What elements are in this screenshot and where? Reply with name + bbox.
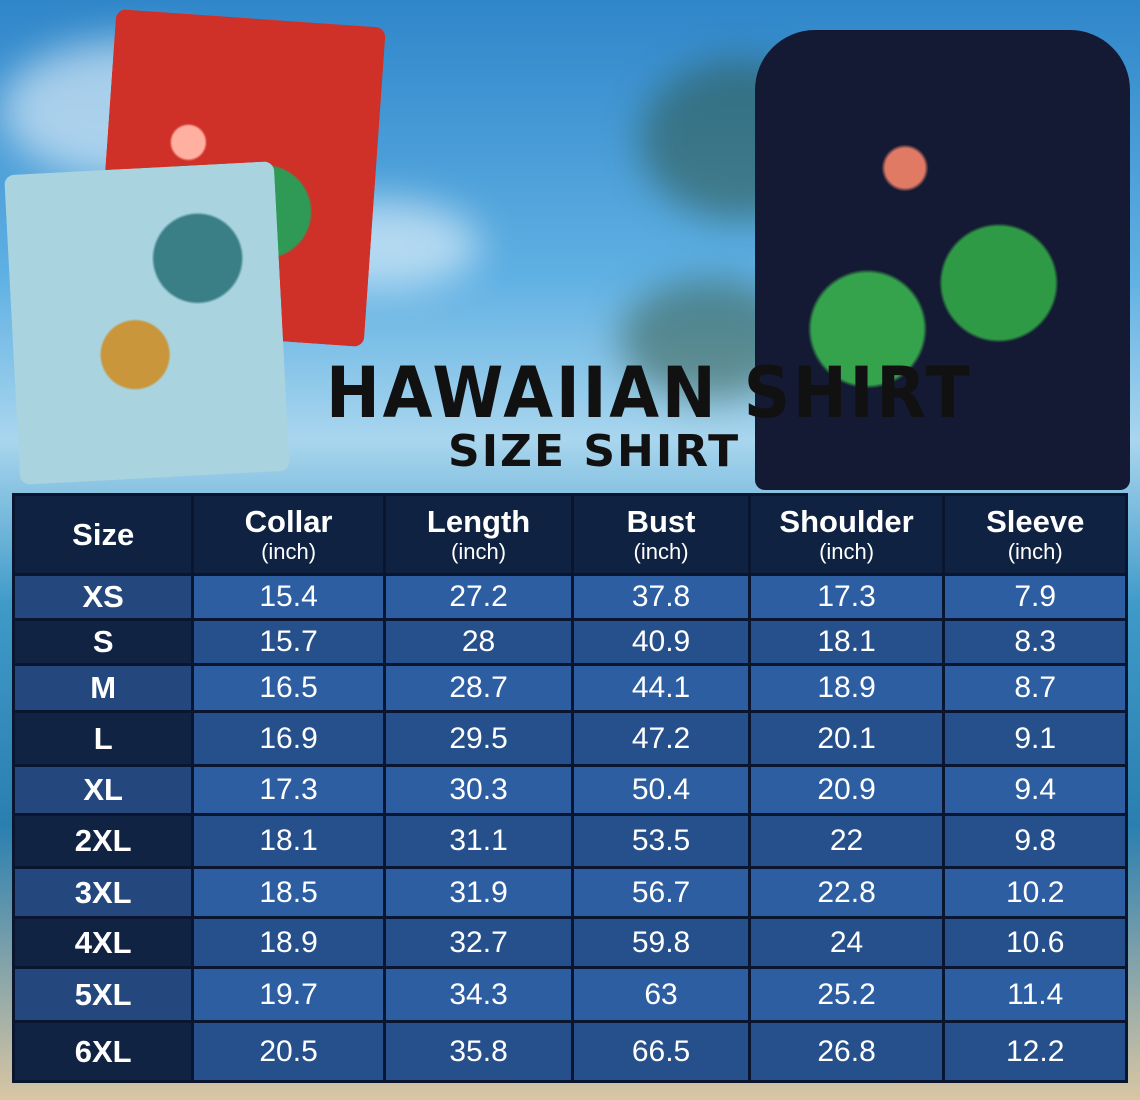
- value-cell: 56.7: [571, 866, 751, 919]
- table-row: L 16.9 29.5 47.2 20.1 9.1: [11, 710, 1128, 767]
- header-label: Size: [72, 517, 135, 552]
- value-cell: 8.7: [942, 663, 1128, 713]
- value-cell: 10.2: [942, 866, 1128, 919]
- value-cell: 18.1: [747, 618, 946, 666]
- value-cell: 22: [747, 813, 946, 869]
- value-cell: 28.7: [382, 663, 575, 713]
- value-cell: 17.3: [747, 573, 946, 621]
- table-row: S 15.7 28 40.9 18.1 8.3: [11, 618, 1128, 666]
- page-subtitle: SIZE SHIRT: [448, 426, 741, 477]
- value-cell: 20.5: [191, 1020, 386, 1083]
- table-row: M 16.5 28.7 44.1 18.9 8.7: [11, 663, 1128, 713]
- size-cell: 5XL: [11, 966, 195, 1023]
- table-row: 5XL 19.7 34.3 63 25.2 11.4: [11, 966, 1128, 1023]
- page-title: HAWAIIAN SHIRT: [326, 352, 973, 434]
- value-cell: 9.1: [942, 710, 1128, 767]
- value-cell: 59.8: [571, 916, 751, 969]
- size-cell: 3XL: [11, 866, 195, 919]
- value-cell: 20.1: [747, 710, 946, 767]
- column-header-collar: Collar (inch): [191, 493, 386, 576]
- header-unit: (inch): [451, 539, 507, 564]
- value-cell: 37.8: [571, 573, 751, 621]
- value-cell: 7.9: [942, 573, 1128, 621]
- value-cell: 9.4: [942, 764, 1128, 816]
- size-cell: S: [11, 618, 195, 666]
- size-cell: XL: [11, 764, 195, 816]
- value-cell: 16.9: [191, 710, 386, 767]
- value-cell: 31.9: [382, 866, 575, 919]
- value-cell: 66.5: [571, 1020, 751, 1083]
- value-cell: 24: [747, 916, 946, 969]
- value-cell: 44.1: [571, 663, 751, 713]
- value-cell: 28: [382, 618, 575, 666]
- column-header-sleeve: Sleeve (inch): [942, 493, 1128, 576]
- header-unit: (inch): [633, 539, 689, 564]
- value-cell: 40.9: [571, 618, 751, 666]
- table-row: 2XL 18.1 31.1 53.5 22 9.8: [11, 813, 1128, 869]
- table-row: XL 17.3 30.3 50.4 20.9 9.4: [11, 764, 1128, 816]
- value-cell: 35.8: [382, 1020, 575, 1083]
- value-cell: 47.2: [571, 710, 751, 767]
- header-unit: (inch): [261, 539, 317, 564]
- value-cell: 9.8: [942, 813, 1128, 869]
- value-cell: 17.3: [191, 764, 386, 816]
- column-header-size: Size: [11, 493, 195, 576]
- size-chart-table: Size Collar (inch) Length (inch) Bust (inch) Sh…: [11, 493, 1128, 1083]
- value-cell: 15.4: [191, 573, 386, 621]
- value-cell: 27.2: [382, 573, 575, 621]
- value-cell: 53.5: [571, 813, 751, 869]
- header-unit: (inch): [1007, 539, 1063, 564]
- column-header-bust: Bust (inch): [571, 493, 751, 576]
- header-label: Collar: [244, 504, 333, 539]
- table-row: 3XL 18.5 31.9 56.7 22.8 10.2: [11, 866, 1128, 919]
- value-cell: 18.9: [747, 663, 946, 713]
- header-unit: (inch): [819, 539, 875, 564]
- value-cell: 63: [571, 966, 751, 1023]
- header-label: Sleeve: [986, 504, 1085, 539]
- value-cell: 16.5: [191, 663, 386, 713]
- table-row: 4XL 18.9 32.7 59.8 24 10.6: [11, 916, 1128, 969]
- value-cell: 22.8: [747, 866, 946, 919]
- value-cell: 18.5: [191, 866, 386, 919]
- header-label: Bust: [626, 504, 696, 539]
- table-row: XS 15.4 27.2 37.8 17.3 7.9: [11, 573, 1128, 621]
- value-cell: 12.2: [942, 1020, 1128, 1083]
- value-cell: 29.5: [382, 710, 575, 767]
- value-cell: 15.7: [191, 618, 386, 666]
- header-label: Shoulder: [779, 504, 914, 539]
- value-cell: 19.7: [191, 966, 386, 1023]
- value-cell: 32.7: [382, 916, 575, 969]
- size-cell: 4XL: [11, 916, 195, 969]
- model-flamingo-shirt-image: [755, 30, 1130, 490]
- value-cell: 8.3: [942, 618, 1128, 666]
- size-cell: M: [11, 663, 195, 713]
- value-cell: 26.8: [747, 1020, 946, 1083]
- value-cell: 25.2: [747, 966, 946, 1023]
- value-cell: 18.1: [191, 813, 386, 869]
- value-cell: 11.4: [942, 966, 1128, 1023]
- value-cell: 30.3: [382, 764, 575, 816]
- size-cell: 6XL: [11, 1020, 195, 1083]
- header-label: Length: [426, 504, 531, 539]
- value-cell: 18.9: [191, 916, 386, 969]
- blue-shirt-image: [4, 161, 290, 485]
- size-cell: 2XL: [11, 813, 195, 869]
- size-cell: XS: [11, 573, 195, 621]
- column-header-shoulder: Shoulder (inch): [747, 493, 946, 576]
- column-header-length: Length (inch): [382, 493, 575, 576]
- value-cell: 10.6: [942, 916, 1128, 969]
- table-row: 6XL 20.5 35.8 66.5 26.8 12.2: [11, 1020, 1128, 1083]
- value-cell: 20.9: [747, 764, 946, 816]
- value-cell: 50.4: [571, 764, 751, 816]
- value-cell: 31.1: [382, 813, 575, 869]
- size-cell: L: [11, 710, 195, 767]
- value-cell: 34.3: [382, 966, 575, 1023]
- header-row: Size Collar (inch) Length (inch) Bust (inch) Sh…: [11, 493, 1128, 576]
